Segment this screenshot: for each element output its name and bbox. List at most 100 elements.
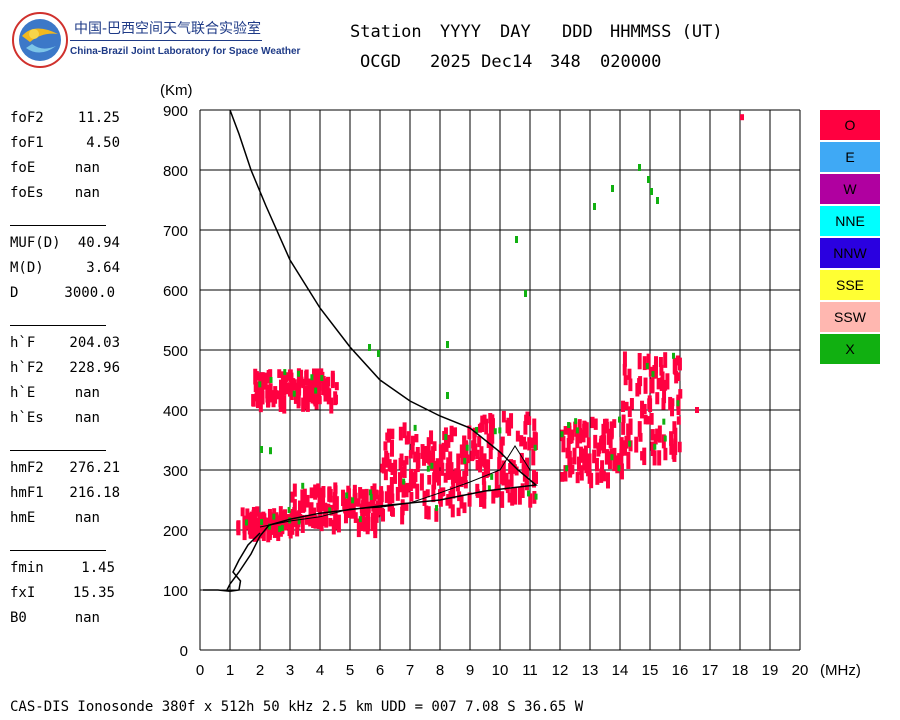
o-echo-point: [612, 455, 617, 466]
o-echo-point: [398, 476, 403, 493]
o-echo-point: [592, 449, 597, 464]
o-echo-point: [572, 447, 577, 465]
x-echo-point: [268, 523, 272, 530]
o-echo-point: [308, 516, 313, 527]
o-echo-point: [389, 439, 394, 457]
doy-value: 348: [550, 52, 581, 72]
o-echo-point: [586, 466, 591, 477]
x-tick-label: 3: [286, 662, 294, 679]
footer-text: CAS-DIS Ionosonde 380f x 512h 50 kHz 2.5…: [10, 699, 584, 715]
o-echo-point: [432, 441, 437, 451]
x-tick-label: 13: [582, 662, 599, 679]
o-echo-point: [309, 487, 314, 499]
o-echo-point: [601, 436, 606, 454]
o-echo-point: [336, 514, 341, 533]
o-echo-point: [297, 500, 302, 513]
o-echo-point: [427, 474, 432, 485]
o-echo-point: [257, 512, 262, 523]
o-echo-point: [449, 486, 454, 498]
o-echo-point: [642, 447, 647, 466]
o-echo-point: [287, 382, 292, 397]
o-echo-point: [285, 382, 290, 395]
o-echo-point: [677, 357, 682, 371]
o-echo-point: [370, 485, 375, 502]
o-echo-point: [578, 446, 583, 463]
x-echo-point: [645, 362, 649, 369]
o-echo-point: [677, 441, 682, 453]
o-echo-point: [325, 378, 330, 391]
x-tick-label: 10: [492, 662, 509, 679]
o-echo-point: [333, 505, 338, 522]
o-echo-point: [389, 505, 394, 516]
o-echo-point: [505, 480, 510, 494]
o-echo-point: [318, 502, 323, 519]
o-echo-point: [427, 450, 432, 465]
x-echo-point: [534, 493, 538, 500]
y-tick-label: 800: [163, 163, 188, 180]
o-echo-point: [643, 377, 648, 394]
o-echo-point: [415, 446, 420, 456]
o-echo-point: [567, 425, 572, 444]
o-echo-point: [242, 524, 247, 541]
o-echo-point: [434, 508, 439, 522]
param-he: h`E nan: [10, 385, 100, 401]
o-echo-point: [303, 394, 308, 410]
x-echo-point: [345, 492, 349, 499]
o-echo-point: [656, 377, 661, 390]
param-md: M(D) 3.64: [10, 260, 120, 276]
o-echo-point: [290, 508, 295, 522]
o-echo-point: [387, 502, 392, 512]
legend-item-x: X: [820, 334, 880, 364]
x-echo-point: [258, 381, 262, 388]
o-echo-point: [628, 378, 633, 392]
x-echo-point: [650, 188, 653, 195]
o-echo-point: [310, 393, 315, 404]
o-echo-point: [398, 426, 403, 441]
o-echo-point: [263, 372, 268, 390]
legend-item-nnw: NNW: [820, 238, 880, 268]
o-echo-point: [637, 421, 642, 437]
header-label-station: Station: [350, 22, 422, 42]
o-echo-point: [593, 418, 598, 430]
o-echo-point: [528, 493, 533, 508]
o-echo-point: [321, 493, 326, 512]
o-echo-point: [532, 491, 537, 504]
param-hf2: h`F2 228.96: [10, 360, 120, 376]
o-echo-point: [634, 436, 639, 453]
chart-data-layer: [236, 114, 744, 543]
o-echo-point: [579, 466, 584, 475]
o-echo-point: [352, 484, 357, 501]
o-echo-point: [266, 525, 271, 543]
o-echo-point: [475, 483, 480, 497]
o-echo-point: [467, 425, 472, 440]
o-echo-point: [560, 472, 565, 482]
param-hme: hmE nan: [10, 510, 100, 526]
x-echo-point: [368, 344, 371, 351]
x-echo-point: [358, 516, 362, 523]
o-echo-point: [637, 378, 642, 395]
o-echo-point: [324, 386, 329, 400]
o-echo-point: [563, 465, 568, 482]
o-echo-point: [637, 352, 642, 370]
o-echo-point: [380, 463, 385, 473]
o-echo-point: [443, 472, 448, 483]
o-echo-point: [573, 421, 578, 432]
legend-item-o: O: [820, 110, 880, 140]
header-label-time: HHMMSS (UT): [610, 22, 723, 42]
x-tick-label: 17: [702, 662, 719, 679]
o-echo-point: [494, 471, 499, 490]
o-echo-point: [561, 436, 566, 453]
o-echo-point: [530, 437, 535, 449]
y-tick-label: 600: [163, 283, 188, 300]
o-echo-point: [622, 363, 627, 376]
o-echo-point: [622, 351, 627, 367]
o-echo-point: [256, 523, 261, 541]
o-echo-point: [675, 355, 680, 366]
legend-item-ssw: SSW: [820, 302, 880, 332]
o-echo-point: [380, 507, 385, 517]
o-echo-point: [525, 457, 530, 468]
o-echo-point: [650, 377, 655, 394]
o-echo-point: [290, 378, 295, 391]
o-echo-point: [253, 376, 258, 393]
x-echo-point: [288, 517, 292, 524]
